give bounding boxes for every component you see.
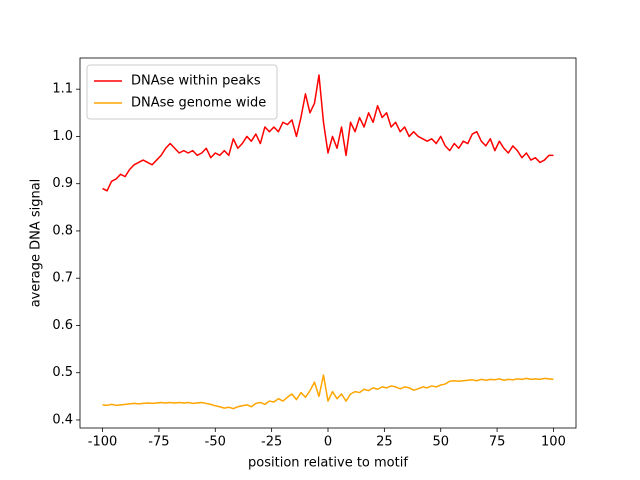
x-tick-label: 0 xyxy=(324,435,332,450)
x-tick-label: -50 xyxy=(205,435,226,450)
y-tick-label: 1.1 xyxy=(52,82,73,97)
y-tick-label: 0.5 xyxy=(52,365,73,380)
x-tick-label: 25 xyxy=(376,435,393,450)
legend-box xyxy=(86,64,278,120)
x-axis-label: position relative to motif xyxy=(248,456,408,471)
x-tick-label: -100 xyxy=(88,435,118,450)
x-tick-label: 100 xyxy=(541,435,566,450)
y-tick-label: 0.7 xyxy=(52,271,73,286)
x-tick-label: 50 xyxy=(432,435,449,450)
x-tick-label: 75 xyxy=(489,435,506,450)
y-tick-label: 1.0 xyxy=(52,129,73,144)
line xyxy=(102,374,554,410)
y-tick-label: 0.9 xyxy=(52,176,73,191)
y-tick-label: 0.6 xyxy=(52,318,73,333)
legend-label: DNAse within peaks xyxy=(131,74,261,89)
y-axis-label: average DNA signal xyxy=(29,179,44,308)
x-tick-label: -75 xyxy=(148,435,169,450)
y-tick-label: 0.4 xyxy=(52,412,73,427)
axes-frame xyxy=(79,57,577,429)
y-tick-label: 0.8 xyxy=(52,223,73,238)
line xyxy=(102,74,554,192)
x-tick-label: -25 xyxy=(261,435,282,450)
legend-label: DNAse genome wide xyxy=(131,96,266,111)
